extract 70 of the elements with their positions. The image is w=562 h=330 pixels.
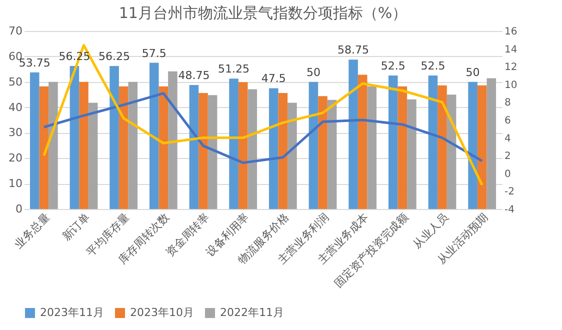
bar [388, 76, 398, 209]
bar [268, 88, 278, 209]
data-label: 51.25 [218, 62, 250, 76]
bar [367, 86, 377, 209]
bar [30, 72, 40, 209]
data-label: 56.25 [98, 50, 130, 63]
legend-label: 2023年10月 [130, 306, 194, 319]
bar [477, 85, 487, 209]
y2-tick-label: -2 [504, 186, 514, 198]
bar [486, 78, 496, 209]
bar [198, 93, 208, 209]
bar [110, 66, 119, 209]
bar [168, 71, 178, 209]
y2-tick-label: 2 [504, 151, 511, 162]
data-label: 50 [466, 66, 480, 79]
data-label: 58.75 [338, 44, 370, 57]
bar [118, 86, 128, 209]
data-label: 48.75 [178, 69, 210, 82]
y-tick-label: 30 [8, 126, 22, 140]
y2-tick-label: 6 [504, 116, 511, 126]
bar [446, 94, 456, 209]
y2-tick-label: -4 [504, 204, 514, 216]
bar [238, 82, 248, 209]
bar [327, 100, 337, 209]
y-tick-label: 40 [8, 100, 22, 114]
y-tick-label: 10 [8, 177, 22, 190]
bar [79, 82, 88, 209]
chart-title: 11月台州市物流业景气指数分项指标（%） [118, 4, 408, 22]
data-label: 52.5 [420, 60, 446, 72]
y2-tick-label: 16 [504, 26, 518, 38]
bar [70, 66, 80, 209]
bar [398, 86, 408, 209]
y2-tick-label: 8 [504, 98, 511, 109]
bar [428, 76, 438, 209]
legend-label: 2023年11月 [40, 306, 104, 319]
bar [407, 99, 416, 209]
y2-tick-label: 14 [504, 44, 518, 56]
y-tick-label: 20 [8, 152, 22, 165]
y2-tick-label: 10 [504, 80, 518, 91]
line-series [42, 92, 484, 164]
bar [88, 102, 98, 209]
legend-label: 2022年11月 [220, 306, 284, 319]
data-label: 47.5 [261, 72, 286, 86]
data-label: 57.5 [142, 46, 166, 60]
bar [229, 78, 238, 209]
bar [128, 82, 138, 209]
bar [278, 93, 288, 209]
bar [149, 62, 159, 209]
bar [318, 96, 328, 209]
y2-tick-label: 12 [504, 62, 518, 74]
x-tick-label: 新订单 [60, 210, 92, 244]
bar [348, 60, 358, 209]
data-label: 50 [306, 66, 320, 79]
y-tick-label: 0 [16, 202, 22, 216]
bar [308, 82, 318, 209]
bar [248, 89, 258, 209]
bar [438, 85, 447, 209]
bar [39, 86, 49, 209]
data-label: 52.5 [380, 60, 406, 72]
bar [358, 74, 368, 209]
y2-tick-label: 0 [504, 168, 511, 180]
bar [189, 85, 199, 209]
y2-tick-label: 4 [504, 133, 511, 144]
y-tick-label: 50 [8, 75, 22, 88]
bar [468, 82, 478, 209]
bar [158, 86, 168, 209]
bar [48, 82, 58, 209]
bar [208, 95, 218, 209]
y-tick-label: 70 [8, 24, 22, 38]
bar [288, 102, 297, 209]
